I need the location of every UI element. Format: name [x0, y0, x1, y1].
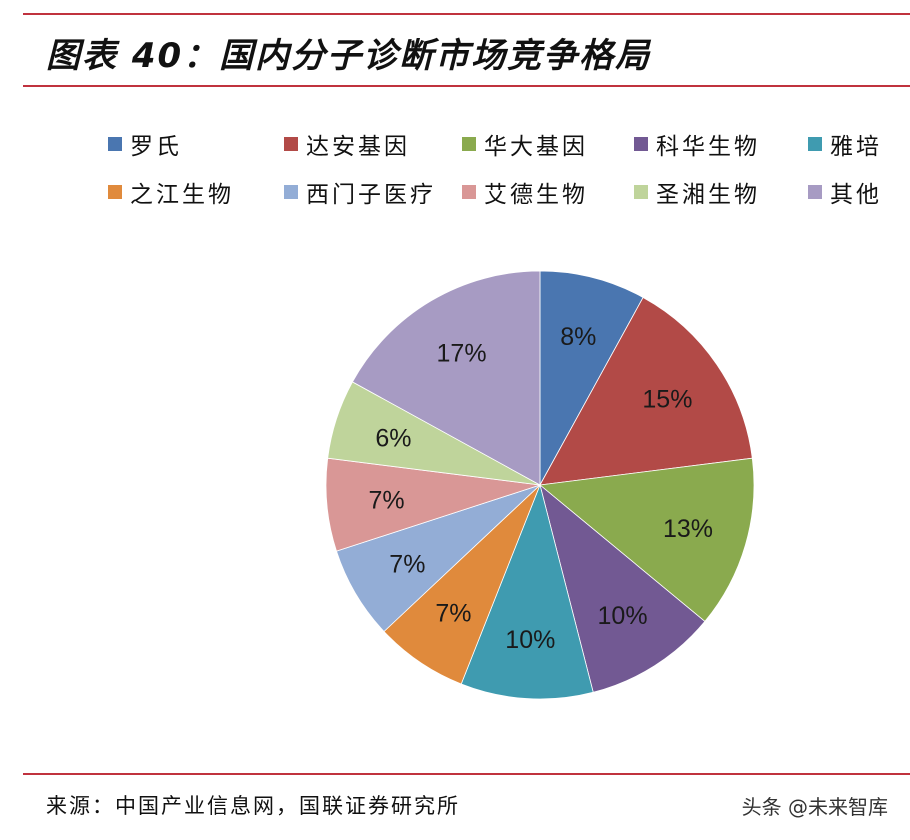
legend-swatch: [634, 185, 648, 199]
pie-slice: [539, 483, 706, 693]
source-note: 来源：中国产业信息网，国联证券研究所: [46, 794, 460, 818]
legend-label: 艾德生物: [484, 182, 588, 208]
pie-labels: 8% 15% 13% 10% 10% 7% 7% 7% 6% 17%: [369, 323, 713, 654]
legend-label: 西门子医疗: [306, 182, 436, 208]
legend-swatch: [808, 185, 822, 199]
title-rule: [23, 85, 910, 87]
legend-item-siemens: 西门子医疗: [284, 175, 462, 209]
pie-slice: [539, 457, 755, 622]
legend-swatch: [284, 137, 298, 151]
legend-item-roche: 罗氏: [108, 127, 284, 161]
legend-label: 圣湘生物: [656, 182, 760, 208]
footer-rule: [23, 773, 910, 775]
legend-label: 华大基因: [484, 134, 588, 160]
slice-percent-label: 7%: [389, 550, 425, 578]
legend: 罗氏 达安基因 华大基因 科华生物 雅培 之江生物 西门子医疗 艾: [108, 120, 898, 216]
legend-item-others: 其他: [808, 175, 882, 209]
pie-slice: [539, 270, 644, 486]
legend-label: 科华生物: [656, 134, 760, 160]
legend-item-abbott: 雅培: [808, 127, 882, 161]
legend-item-zhijiang: 之江生物: [108, 175, 284, 209]
legend-swatch: [634, 137, 648, 151]
legend-item-sansure: 圣湘生物: [634, 175, 808, 209]
legend-label: 罗氏: [130, 134, 182, 160]
legend-item-bgi: 华大基因: [462, 127, 634, 161]
top-rule: [23, 13, 910, 15]
legend-item-kehua: 科华生物: [634, 127, 808, 161]
slice-percent-label: 8%: [560, 323, 596, 351]
legend-swatch: [462, 185, 476, 199]
legend-item-amoy: 艾德生物: [462, 175, 634, 209]
watermark: 头条 @未来智库: [741, 795, 888, 819]
slice-percent-label: 10%: [598, 602, 648, 630]
legend-label: 之江生物: [130, 182, 234, 208]
slice-percent-label: 7%: [369, 487, 405, 515]
legend-swatch: [462, 137, 476, 151]
legend-row-2: 之江生物 西门子医疗 艾德生物 圣湘生物 其他: [108, 168, 898, 216]
legend-swatch: [808, 137, 822, 151]
slice-percent-label: 7%: [435, 599, 471, 627]
legend-row-1: 罗氏 达安基因 华大基因 科华生物 雅培: [108, 120, 898, 168]
legend-label: 雅培: [830, 134, 882, 160]
legend-item-daan: 达安基因: [284, 127, 462, 161]
chart-title: 图表 40：国内分子诊断市场竞争格局: [46, 36, 652, 76]
slice-percent-label: 15%: [642, 385, 692, 413]
legend-label: 其他: [830, 182, 882, 208]
legend-swatch: [284, 185, 298, 199]
pie-slice: [539, 296, 753, 486]
slice-percent-label: 6%: [375, 424, 411, 452]
pie-slice: [351, 270, 541, 486]
slice-percent-label: 17%: [437, 339, 487, 367]
pie-slice: [460, 483, 594, 700]
slice-percent-label: 10%: [505, 626, 555, 654]
slice-percent-label: 13%: [663, 515, 713, 543]
legend-label: 达安基因: [306, 134, 410, 160]
legend-swatch: [108, 137, 122, 151]
pie-slices: [325, 270, 755, 700]
legend-swatch: [108, 185, 122, 199]
